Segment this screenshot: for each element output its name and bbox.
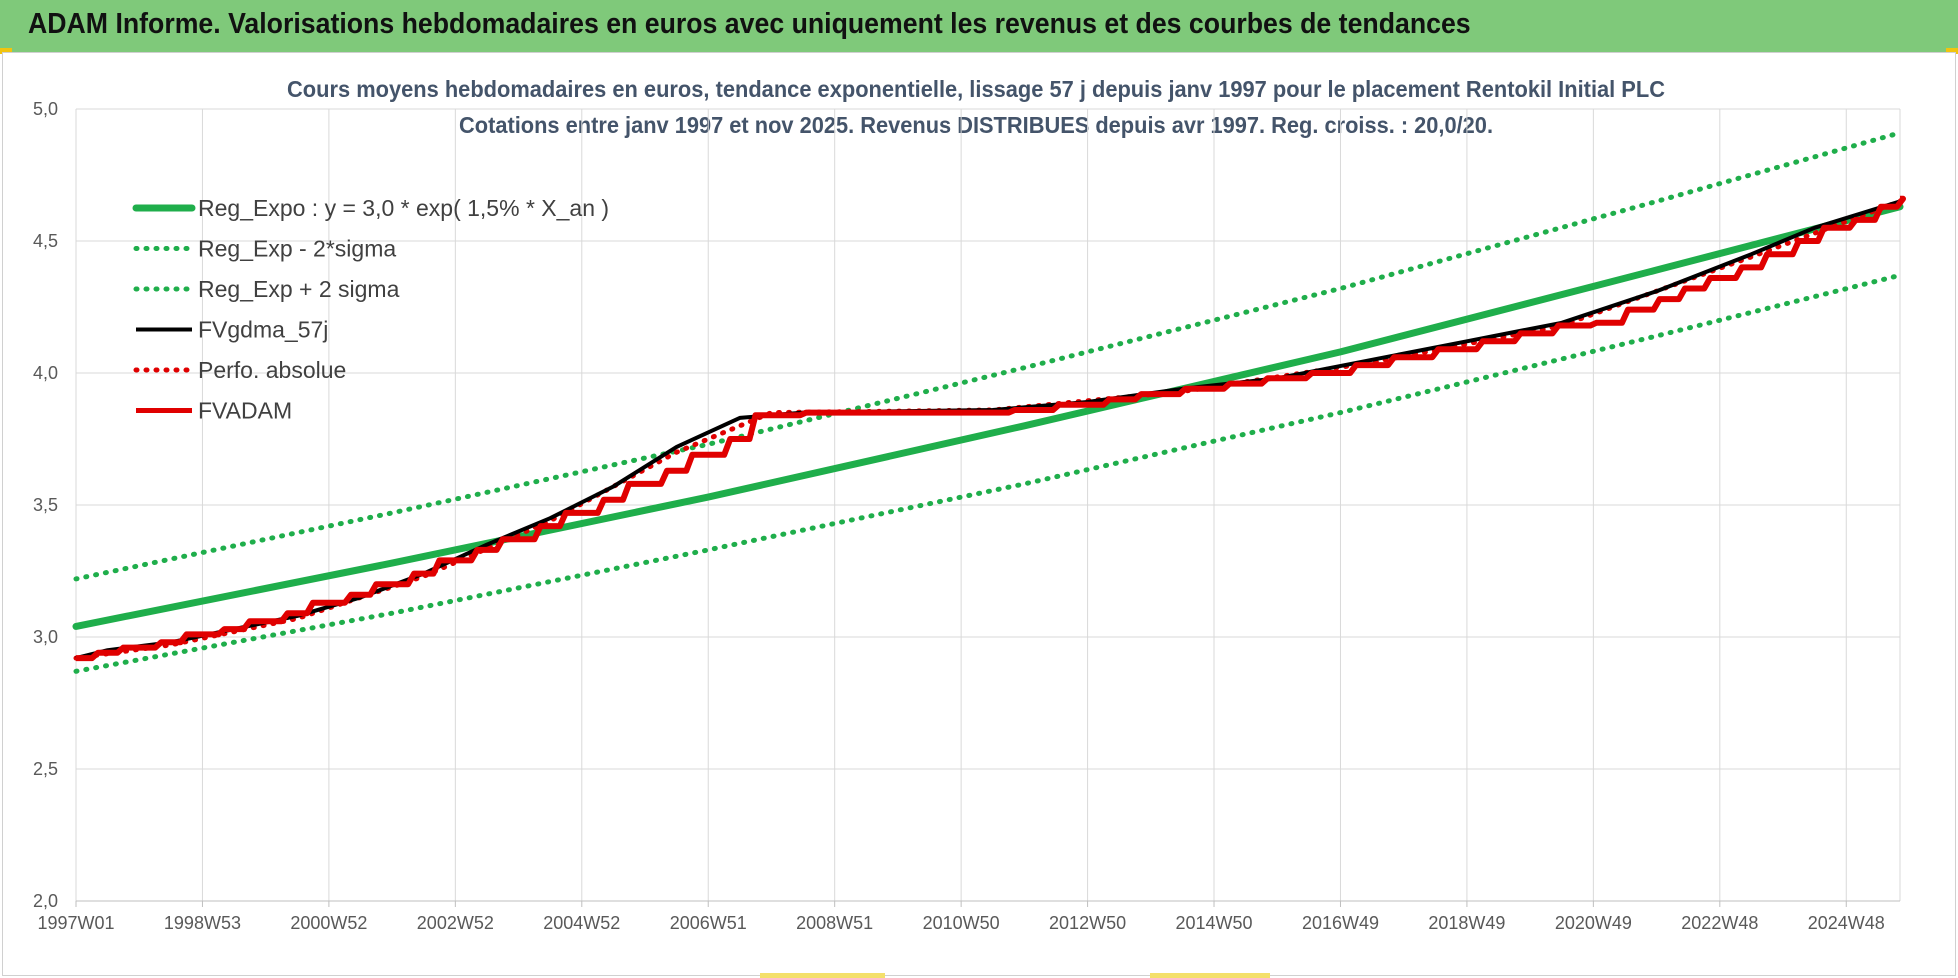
legend-label: Reg_Exp + 2 sigma [198, 276, 400, 302]
legend-label: FVgdma_57j [198, 317, 328, 343]
legend-label: FVADAM [198, 398, 292, 424]
corner-mark-right [1946, 48, 1958, 54]
x-tick-label: 2016W49 [1302, 913, 1379, 933]
x-tick-label: 2000W52 [290, 913, 367, 933]
grid [75, 108, 1901, 902]
chart-title-line2: Cotations entre janv 1997 et nov 2025. R… [459, 112, 1493, 138]
x-tick-label: 1998W53 [164, 913, 241, 933]
y-tick-label: 5,0 [33, 99, 58, 119]
legend-label: Reg_Expo : y = 3,0 * exp( 1,5% * X_an ) [198, 195, 609, 221]
header-banner: ADAM Informe. Valorisations hebdomadaire… [0, 0, 1958, 53]
x-tick-label: 2004W52 [543, 913, 620, 933]
banner-title: ADAM Informe. Valorisations hebdomadaire… [28, 8, 1471, 40]
legend: Reg_Expo : y = 3,0 * exp( 1,5% * X_an ) R… [132, 195, 609, 424]
series-line-5 [73, 198, 1903, 661]
x-tick-label: 2006W51 [670, 913, 747, 933]
y-tick-label: 4,5 [33, 231, 58, 251]
series-layer [72, 130, 1906, 674]
chart-frame [2, 52, 1956, 976]
series-line-1 [72, 203, 1904, 630]
x-tick-label: 2010W50 [923, 913, 1000, 933]
y-tick-label: 3,0 [33, 627, 58, 647]
x-tick-label: 2020W49 [1555, 913, 1632, 933]
y-tick-label: 4,0 [33, 363, 58, 383]
series-line-2 [73, 272, 1903, 674]
axes: 2,0 2,5 3,0 3,5 4,0 4,5 5,0 1997W01 1998W53 2000W… [33, 99, 1900, 933]
x-tick-label: 2008W51 [796, 913, 873, 933]
legend-label: Perfo. absolue [198, 357, 346, 383]
bottom-mark-1 [760, 973, 885, 978]
x-tick-label: 1997W01 [37, 913, 114, 933]
y-tick-label: 2,5 [33, 759, 58, 779]
x-tick-label: 2024W48 [1808, 913, 1885, 933]
x-tick-label: 2022W48 [1681, 913, 1758, 933]
x-tick-label: 2014W50 [1175, 913, 1252, 933]
chart-title-line1: Cours moyens hebdomadaires en euros, ten… [287, 76, 1665, 102]
bottom-mark-2 [1150, 973, 1270, 978]
x-tick-label: 2002W52 [417, 913, 494, 933]
y-tick-label: 2,0 [33, 891, 58, 911]
series-line-4 [75, 199, 1901, 661]
x-tick-label: 2012W50 [1049, 913, 1126, 933]
series-line-3 [73, 130, 1903, 582]
series-line-6 [76, 195, 1906, 662]
chart: Cours moyens hebdomadaires en euros, ten… [33, 76, 1906, 933]
legend-label: Reg_Exp - 2*sigma [198, 236, 396, 262]
y-tick-label: 3,5 [33, 495, 58, 515]
corner-mark-left [0, 48, 12, 54]
x-tick-label: 2018W49 [1428, 913, 1505, 933]
